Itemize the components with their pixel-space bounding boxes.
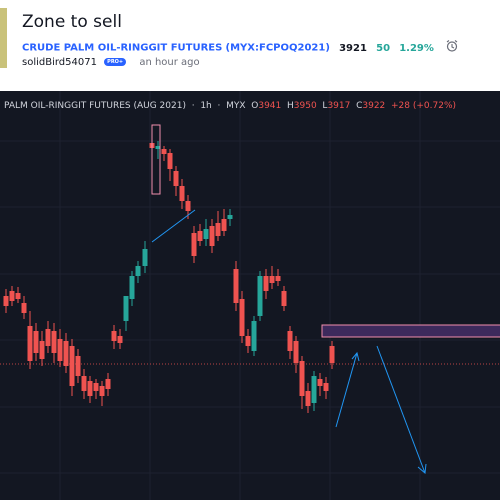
down-arrow-line <box>376 345 426 474</box>
candle-body <box>221 219 227 231</box>
candle-body <box>75 356 81 376</box>
candle-body <box>281 291 287 306</box>
candle-body <box>99 386 105 396</box>
legend-instrument: PALM OIL-RINGGIT FUTURES (AUG 2021) <box>4 101 186 111</box>
candle-body <box>81 376 87 391</box>
legend-high-value: 3950 <box>293 101 317 111</box>
candle-body <box>239 299 245 336</box>
alarm-clock-icon[interactable] <box>445 39 459 56</box>
legend-open-value: 3941 <box>258 101 282 111</box>
candle-body <box>57 339 63 361</box>
trend-line <box>151 209 196 243</box>
candle-body <box>245 336 251 346</box>
candle-body <box>311 376 317 403</box>
candle-body <box>197 231 203 241</box>
candle-body <box>299 361 305 396</box>
candle-body <box>215 223 221 236</box>
candle-body <box>269 276 275 283</box>
candle-body <box>251 321 257 351</box>
legend-open-label: O <box>251 101 259 111</box>
price-chart[interactable]: PALM OIL-RINGGIT FUTURES (AUG 2021) · 1h… <box>0 91 500 500</box>
symbol-code-link[interactable]: (MYX:FCPOQ2021) <box>225 42 330 54</box>
candle-body <box>275 276 281 281</box>
candle-body <box>111 331 117 341</box>
idea-header: Zone to sell CRUDE PALM OIL-RINGGIT FUTU… <box>0 0 500 91</box>
chart-canvas[interactable] <box>0 91 500 500</box>
candle-body <box>3 296 9 306</box>
candle-body <box>179 186 185 201</box>
candle-body <box>233 269 239 303</box>
sell-zone-rect <box>321 324 500 338</box>
highlight-rect <box>151 124 161 195</box>
symbol-name-link[interactable]: CRUDE PALM OIL-RINGGIT FUTURES <box>22 42 223 54</box>
candle-body <box>227 215 233 219</box>
candle-body <box>257 276 263 316</box>
candle-body <box>329 346 335 363</box>
author-line: solidBird54071 PRO+ an hour ago <box>22 57 200 68</box>
legend-interval: 1h <box>200 101 212 111</box>
candle-body <box>9 291 15 301</box>
candle-body <box>33 331 39 353</box>
legend-close-value: 3922 <box>362 101 386 111</box>
candle-body <box>129 276 135 299</box>
candle-body <box>161 149 167 154</box>
accent-bar <box>0 8 7 68</box>
candle-body <box>123 296 129 321</box>
candle-body <box>63 341 69 366</box>
candle-body <box>142 249 148 266</box>
candle-body <box>185 201 191 211</box>
candle-body <box>51 331 57 353</box>
candle-body <box>45 329 51 346</box>
price-change: 50 <box>376 42 391 54</box>
legend-low-value: 3917 <box>327 101 351 111</box>
candle-body <box>105 379 111 389</box>
candle-body <box>39 341 45 359</box>
candle-body <box>173 171 179 186</box>
candle-body <box>15 293 21 299</box>
last-price: 3921 <box>339 42 367 54</box>
down-arrow-head <box>417 463 427 474</box>
up-arrow-line <box>335 352 358 428</box>
pro-badge: PRO+ <box>104 58 127 66</box>
candle-body <box>69 346 75 386</box>
legend-high-label: H <box>287 101 294 111</box>
candle-body <box>263 276 269 291</box>
legend-low-label: L <box>322 101 328 111</box>
candle-body <box>117 336 123 343</box>
candle-body <box>203 229 209 239</box>
author-link[interactable]: solidBird54071 <box>22 57 97 68</box>
legend-exchange: MYX <box>226 101 246 111</box>
candle-body <box>191 233 197 256</box>
legend-close-label: C <box>356 101 363 111</box>
candle-body <box>135 266 141 276</box>
candle-body <box>27 326 33 361</box>
candle-body <box>287 331 293 351</box>
candle-body <box>155 146 161 149</box>
candle-body <box>323 383 329 391</box>
candle-body <box>87 381 93 396</box>
symbol-line: CRUDE PALM OIL-RINGGIT FUTURES (MYX:FCPO… <box>22 39 459 56</box>
chart-grid <box>0 91 500 500</box>
price-change-percent: 1.29% <box>399 42 434 54</box>
candle-body <box>167 153 173 169</box>
legend-change: +28 (+0.72%) <box>391 101 457 111</box>
publish-time: an hour ago <box>139 57 200 68</box>
idea-title: Zone to sell <box>22 12 122 32</box>
candle-body <box>317 379 323 386</box>
chart-legend: PALM OIL-RINGGIT FUTURES (AUG 2021) · 1h… <box>4 101 457 111</box>
candle-body <box>305 391 311 406</box>
candle-body <box>209 226 215 246</box>
up-arrow-head <box>351 351 360 362</box>
candles <box>3 131 335 413</box>
candle-body <box>293 341 299 363</box>
candle-body <box>93 383 99 391</box>
candle-body <box>21 303 27 313</box>
